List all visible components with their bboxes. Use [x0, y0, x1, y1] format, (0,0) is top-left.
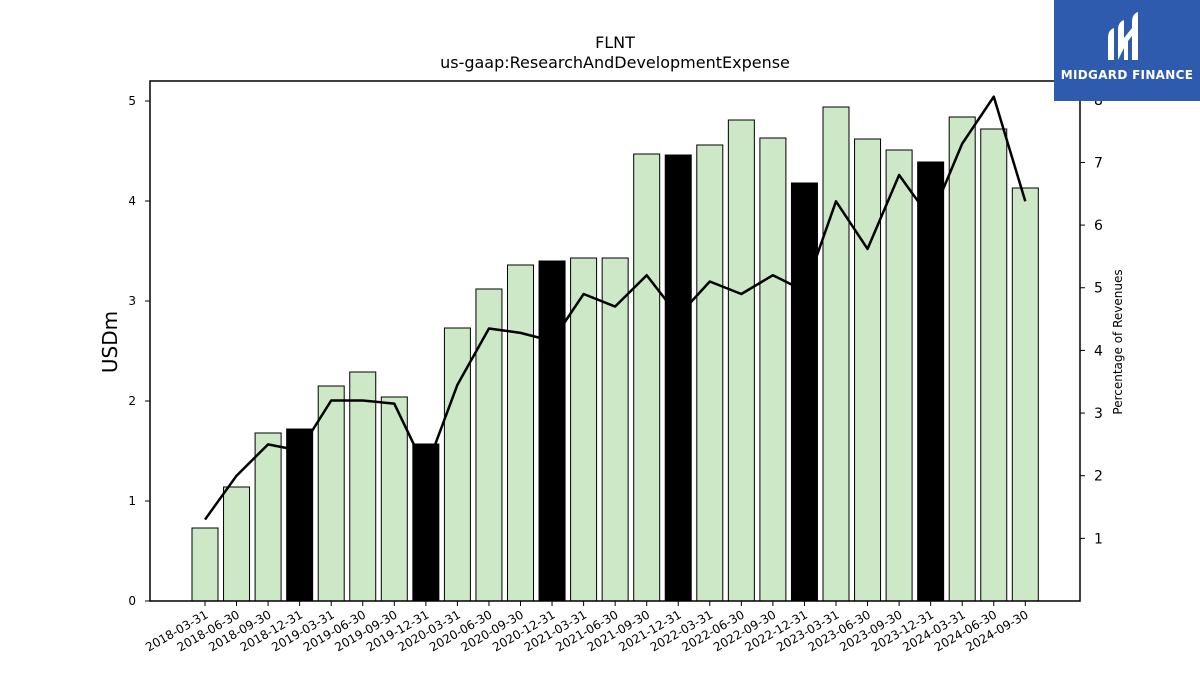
chart-subtitle: us-gaap:ResearchAndDevelopmentExpense — [440, 53, 790, 72]
bar-2023-06-30 — [854, 138, 882, 602]
bar-group — [191, 106, 1039, 602]
bar-2024-06-30 — [980, 128, 1008, 602]
bar-2020-09-30 — [507, 264, 534, 602]
bar-2019-03-31 — [317, 385, 345, 602]
y-tick-label: 3 — [128, 294, 136, 308]
y-tick-label: 5 — [128, 94, 136, 108]
bar-2018-06-30 — [223, 486, 251, 602]
brand-logo: MIDGARD FINANCE — [1054, 0, 1200, 101]
bar-2022-12-31 — [790, 182, 818, 602]
bar-2019-09-30 — [380, 396, 408, 602]
logo-text: MIDGARD FINANCE — [1060, 68, 1194, 82]
y-tick-label: 1 — [128, 494, 136, 508]
y-tick-label: 0 — [128, 594, 136, 608]
y2-tick-label: 4 — [1094, 343, 1103, 359]
bar-2021-03-31 — [570, 257, 598, 602]
y2-tick-label: 3 — [1094, 406, 1103, 422]
bar-2023-12-31 — [917, 161, 945, 602]
y2-axis-label: Percentage of Revenues — [1111, 269, 1125, 414]
y2-tick-label: 6 — [1094, 218, 1103, 234]
bar-2020-03-31 — [443, 327, 471, 602]
y2-tick-label: 5 — [1094, 281, 1103, 297]
bar-2023-09-30 — [885, 149, 913, 602]
bar-2023-03-31 — [822, 106, 850, 602]
y-axis-label: USDm — [98, 311, 122, 373]
bar-2021-06-30 — [601, 257, 629, 602]
logo-mark-icon — [1108, 12, 1138, 60]
bar-2020-12-31 — [538, 260, 566, 602]
bar-2018-09-30 — [254, 432, 282, 602]
bar-2020-06-30 — [475, 288, 503, 602]
bar-2018-03-31 — [191, 527, 219, 602]
line-series — [203, 95, 1027, 521]
y-tick-label: 4 — [128, 194, 136, 208]
bar-2022-09-30 — [759, 137, 787, 602]
percentage-line — [203, 95, 1027, 521]
chart-title: FLNT — [595, 33, 635, 52]
y-tick-label: 2 — [128, 394, 136, 408]
y2-tick-label: 1 — [1094, 531, 1103, 547]
bar-2021-09-30 — [633, 153, 661, 602]
bar-2022-06-30 — [727, 119, 755, 602]
y2-tick-label: 2 — [1094, 469, 1103, 485]
bar-2021-12-31 — [664, 154, 692, 602]
bar-2024-09-30 — [1011, 187, 1039, 602]
bar-2024-03-31 — [948, 116, 976, 602]
bar-2019-06-30 — [349, 371, 377, 602]
y2-tick-label: 7 — [1094, 155, 1103, 171]
bar-2022-03-31 — [696, 144, 724, 602]
bar-2018-12-31 — [286, 428, 314, 602]
